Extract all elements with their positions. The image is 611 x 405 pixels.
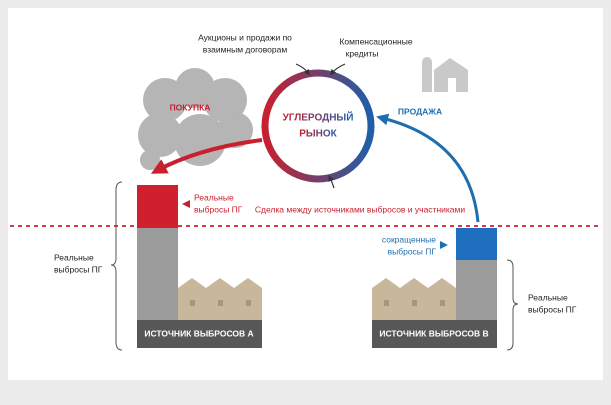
- right-emissions-label: выбросы ПГ: [528, 304, 577, 314]
- factory: [372, 278, 456, 320]
- arrow: [295, 63, 310, 76]
- left-emissions-label: выбросы ПГ: [54, 264, 103, 274]
- barn-door: [448, 78, 456, 92]
- chimney: [456, 260, 497, 322]
- market-ring: [261, 69, 375, 183]
- reduced-emissions-label: выбросы ПГ: [388, 246, 437, 256]
- panel: [8, 8, 603, 380]
- auction-label: Аукционы и продажи по: [198, 32, 292, 42]
- sell-label: ПРОДАЖА: [398, 106, 442, 116]
- offset-label: кредиты: [346, 48, 379, 58]
- chimney: [137, 228, 178, 322]
- auction-label: взаимным договорам: [203, 44, 288, 54]
- buy-label: ПОКУПКА: [170, 102, 211, 112]
- windows: [190, 300, 251, 306]
- arrow: [328, 175, 335, 189]
- windows: [384, 300, 445, 306]
- offset-label: Компенсационные: [339, 36, 412, 46]
- barn-icon: [422, 57, 468, 92]
- factory: [178, 278, 262, 320]
- arrow: [330, 63, 346, 76]
- left-emissions-label: Реальные: [54, 252, 94, 262]
- cloud: [138, 68, 253, 170]
- brace: [506, 259, 519, 351]
- source-a-box: [137, 320, 262, 348]
- brace: [110, 181, 123, 351]
- pointer: [182, 200, 190, 208]
- actual-emissions-label: выбросы ПГ: [194, 204, 243, 214]
- market-label: РЫНОК: [299, 129, 337, 140]
- pointer: [440, 241, 448, 249]
- actual-emissions-label: Реальные: [194, 192, 234, 202]
- deal-label: Сделка между источниками выбросов и учас…: [255, 204, 465, 214]
- source-b-box: [372, 320, 497, 348]
- source-a-label: ИСТОЧНИК ВЫБРОСОВ А: [144, 328, 253, 338]
- reduced-emissions-label: сокращенные: [382, 234, 436, 244]
- source-b-label: ИСТОЧНИК ВЫБРОСОВ В: [379, 328, 488, 338]
- chimney-blue: [456, 228, 497, 260]
- chimney-red: [137, 185, 178, 228]
- right-emissions-label: Реальные: [528, 292, 568, 302]
- sell-arrow: [376, 113, 480, 223]
- market-label: УГЛЕРОДНЫЙ: [283, 111, 354, 124]
- buy-arrow: [150, 138, 263, 174]
